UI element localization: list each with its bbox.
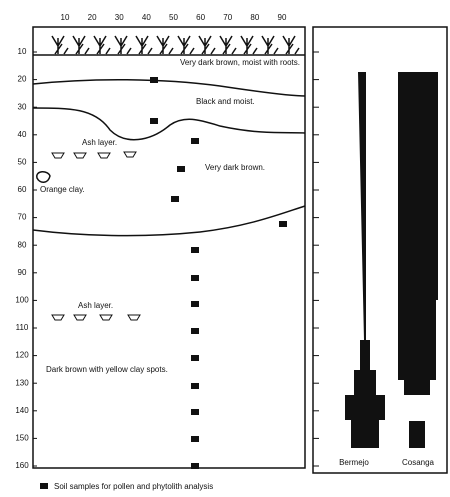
ash-lenses: [51, 151, 141, 321]
layer-boundary: [32, 205, 306, 237]
plant: [282, 35, 300, 55]
depth-tick-label: 50: [18, 158, 27, 167]
top-tick-label: 10: [61, 13, 70, 22]
layer-label: Black and moist.: [196, 97, 255, 106]
plant: [51, 35, 69, 55]
plant: [177, 35, 195, 55]
plant: [114, 35, 132, 55]
depth-tick-label: 110: [16, 323, 29, 332]
top-tick-label: 50: [169, 13, 178, 22]
depth-tick-label: 130: [15, 378, 29, 387]
annotation: Ash layer.: [78, 301, 113, 310]
layer-boundary: [32, 107, 306, 141]
bermejo-profile: [345, 72, 385, 448]
depth-tick-label: 30: [18, 102, 27, 111]
layer-label: Dark brown with yellow clay spots.: [46, 365, 168, 374]
top-tick-label: 90: [278, 13, 287, 22]
depth-tick-label: 60: [18, 185, 27, 194]
layer-label: Very dark brown.: [205, 163, 265, 172]
annotation: Ash layer.: [82, 138, 117, 147]
layer-label: Very dark brown, moist with roots.: [180, 58, 300, 67]
depth-tick-label: 70: [18, 213, 27, 222]
depth-tick-label: 120: [15, 351, 29, 360]
pollen-frame: [312, 26, 448, 474]
sample-markers: [150, 77, 287, 469]
top-tick-label: 30: [115, 13, 124, 22]
plant: [219, 35, 237, 55]
plant: [93, 35, 111, 55]
depth-tick-label: 10: [18, 47, 27, 56]
profile-frame: [32, 26, 306, 469]
depth-tick-label: 80: [18, 240, 27, 249]
layer-boundary: [32, 78, 306, 97]
top-tick-label: 70: [223, 13, 232, 22]
top-tick-label: 80: [250, 13, 259, 22]
plant: [72, 35, 90, 55]
depth-tick-label: 100: [15, 296, 29, 305]
top-tick-label: 60: [196, 13, 205, 22]
vegetation: [51, 35, 300, 55]
plant: [156, 35, 174, 55]
depth-tick-label: 40: [18, 130, 27, 139]
orange-clay: [36, 171, 51, 183]
plant: [135, 35, 153, 55]
depth-tick-label: 160: [15, 461, 29, 470]
column-label: Cosanga: [402, 458, 435, 467]
column-label: Bermejo: [339, 458, 369, 467]
plant: [198, 35, 216, 55]
depth-tick-label: 140: [15, 406, 29, 415]
depth-tick-label: 90: [18, 268, 27, 277]
depth-tick-label: 150: [15, 434, 29, 443]
plant: [240, 35, 258, 55]
legend-marker: [40, 483, 48, 489]
top-tick-label: 40: [142, 13, 151, 22]
depth-tick-label: 20: [18, 75, 27, 84]
cosanga-profile: [398, 72, 438, 448]
plant: [261, 35, 279, 55]
annotation: Orange clay.: [40, 185, 85, 194]
legend-text: Soil samples for pollen and phytolith an…: [54, 482, 213, 491]
top-tick-label: 20: [88, 13, 97, 22]
